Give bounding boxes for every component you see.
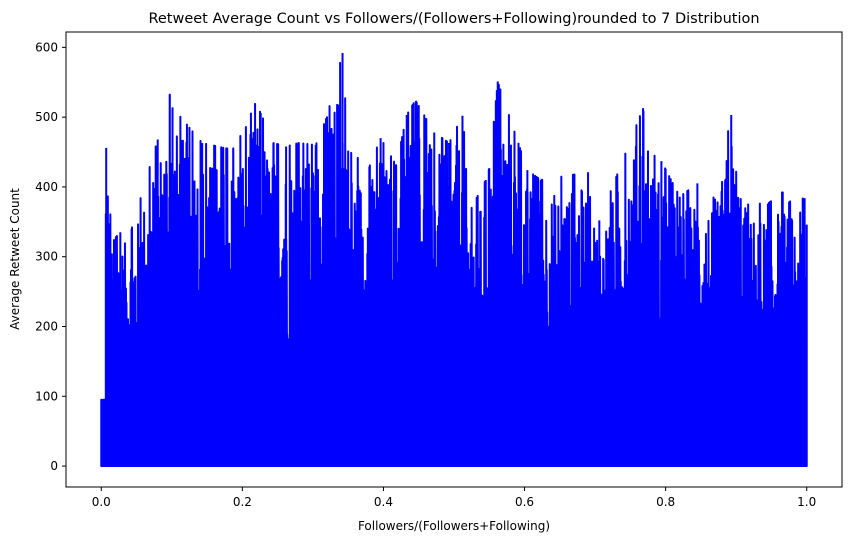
y-tick-label: 600 (35, 40, 58, 54)
chart-title: Retweet Average Count vs Followers/(Foll… (148, 11, 759, 27)
y-tick-label: 500 (35, 110, 58, 124)
series-line (100, 52, 808, 468)
y-tick-label: 100 (35, 389, 58, 403)
x-tick-label: 0.6 (515, 495, 534, 509)
y-tick-label: 200 (35, 319, 58, 333)
x-tick-label: 0.8 (656, 495, 675, 509)
y-tick-label: 0 (50, 459, 58, 473)
y-tick-label: 300 (35, 250, 58, 264)
plot-frame (65, 31, 843, 488)
y-axis: 0 100 200 300 400 500 600 (35, 40, 66, 473)
x-tick-label: 0.4 (374, 495, 393, 509)
x-tick-label: 0.0 (92, 495, 111, 509)
x-axis: 0.0 0.2 0.4 0.6 0.8 1.0 (92, 487, 816, 509)
x-tick-label: 0.2 (233, 495, 252, 509)
x-axis-label: Followers/(Followers+Following) (358, 519, 550, 533)
series-layer (100, 52, 808, 468)
x-tick-label: 1.0 (797, 495, 816, 509)
y-tick-label: 400 (35, 180, 58, 194)
y-axis-label: Average Retweet Count (8, 188, 22, 330)
